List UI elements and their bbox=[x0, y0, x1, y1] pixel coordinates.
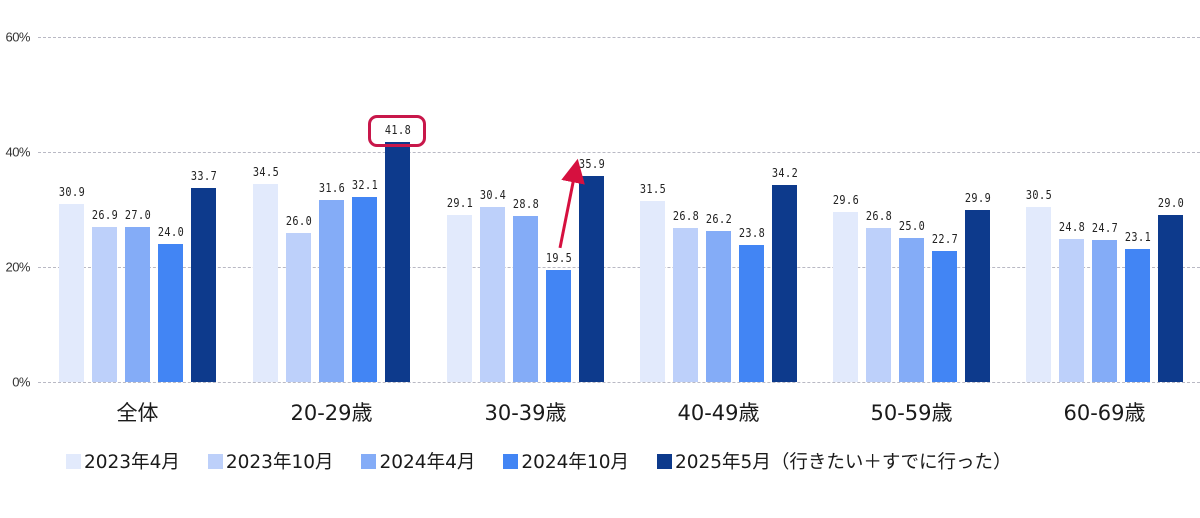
y-tick-label: 20% bbox=[5, 259, 30, 275]
bar bbox=[739, 245, 764, 382]
value-label: 25.0 bbox=[898, 219, 925, 234]
value-label: 31.6 bbox=[318, 181, 345, 196]
value-label: 29.0 bbox=[1157, 196, 1184, 211]
bar bbox=[513, 216, 538, 382]
value-label: 19.5 bbox=[545, 250, 572, 265]
legend-item: 2023年4月 bbox=[66, 448, 180, 474]
legend-label: 2025年5月（行きたい＋すでに行った） bbox=[674, 452, 1012, 473]
bar bbox=[319, 200, 344, 382]
bar bbox=[706, 231, 731, 382]
bar bbox=[1059, 239, 1084, 382]
bar bbox=[899, 238, 924, 382]
gridline-40 bbox=[38, 152, 1200, 153]
value-label: 26.8 bbox=[672, 208, 699, 223]
bar bbox=[480, 207, 505, 382]
value-label: 26.2 bbox=[705, 212, 732, 227]
category-label: 60-69歳 bbox=[1063, 401, 1146, 425]
category-label: 全体 bbox=[116, 401, 159, 425]
legend-label: 2024年10月 bbox=[521, 452, 629, 473]
value-label: 23.1 bbox=[1124, 230, 1151, 245]
bar bbox=[1092, 239, 1117, 382]
value-label: 24.8 bbox=[1058, 220, 1085, 235]
gridline-0 bbox=[38, 382, 1200, 383]
legend-swatch-icon bbox=[207, 453, 223, 469]
bar bbox=[191, 188, 216, 382]
value-label: 26.0 bbox=[285, 213, 312, 228]
bar bbox=[158, 244, 183, 382]
legend-label: 2023年4月 bbox=[84, 452, 180, 473]
y-tick-label: 0% bbox=[12, 374, 30, 390]
y-tick-label: 40% bbox=[5, 144, 30, 160]
legend-item: 2025年5月（行きたい＋すでに行った） bbox=[656, 448, 1012, 474]
bar bbox=[932, 251, 957, 382]
value-label: 27.0 bbox=[124, 207, 151, 222]
category-label: 20-29歳 bbox=[290, 401, 373, 425]
bar bbox=[447, 214, 472, 382]
legend-item: 2023年10月 bbox=[207, 448, 334, 474]
value-label: 31.5 bbox=[639, 181, 666, 196]
legend-item: 2024年4月 bbox=[361, 448, 475, 474]
bar bbox=[640, 200, 665, 382]
bar bbox=[546, 269, 571, 382]
value-label: 30.4 bbox=[479, 188, 506, 203]
category-label: 50-59歳 bbox=[870, 401, 953, 425]
value-label: 32.1 bbox=[351, 178, 378, 193]
bar bbox=[59, 204, 84, 382]
bar bbox=[385, 141, 410, 382]
legend-swatch-icon bbox=[503, 453, 519, 469]
legend-item: 2024年10月 bbox=[503, 448, 629, 474]
bar bbox=[92, 227, 117, 382]
bar bbox=[286, 232, 311, 382]
value-label: 30.9 bbox=[58, 185, 85, 200]
value-label: 34.2 bbox=[771, 166, 798, 181]
bar bbox=[352, 197, 377, 382]
bar bbox=[673, 227, 698, 382]
legend-label: 2023年10月 bbox=[225, 452, 334, 473]
legend-swatch-icon bbox=[361, 453, 377, 469]
value-label: 23.8 bbox=[738, 226, 765, 241]
value-label: 41.8 bbox=[384, 122, 411, 137]
bar bbox=[253, 183, 278, 382]
value-label: 26.9 bbox=[91, 208, 118, 223]
highlight-box bbox=[368, 114, 426, 147]
bar bbox=[866, 227, 891, 382]
value-label: 24.0 bbox=[157, 225, 184, 239]
bar bbox=[1026, 206, 1051, 382]
legend-label: 2024年4月 bbox=[379, 452, 476, 473]
value-label: 30.5 bbox=[1025, 187, 1052, 202]
legend-swatch-icon bbox=[656, 453, 672, 469]
bar bbox=[1158, 215, 1183, 382]
category-label: 30-39歳 bbox=[484, 401, 567, 425]
legend-swatch-icon bbox=[66, 453, 81, 469]
legend: 2023年4月 2023年10月 2024年4月 2024年10月 2025年5月（行き… bbox=[66, 448, 1200, 474]
bar bbox=[579, 175, 604, 382]
bar bbox=[1125, 249, 1150, 382]
value-label: 24.7 bbox=[1091, 220, 1118, 235]
bar bbox=[125, 226, 150, 382]
bar bbox=[772, 185, 797, 382]
value-label: 34.5 bbox=[252, 164, 279, 179]
category-label: 40-49歳 bbox=[677, 401, 760, 425]
value-label: 33.7 bbox=[190, 169, 217, 184]
bar bbox=[965, 210, 990, 382]
gridline-60 bbox=[38, 37, 1200, 38]
value-label: 28.8 bbox=[512, 197, 539, 212]
value-label: 26.8 bbox=[865, 208, 892, 223]
y-tick-label: 60% bbox=[5, 29, 30, 45]
value-label: 29.6 bbox=[832, 192, 859, 207]
value-label: 29.9 bbox=[964, 191, 991, 206]
bar bbox=[833, 211, 858, 382]
value-label: 35.9 bbox=[578, 156, 605, 171]
gridline-20 bbox=[38, 267, 1200, 268]
value-label: 22.7 bbox=[931, 232, 958, 247]
value-label: 29.1 bbox=[446, 195, 473, 210]
